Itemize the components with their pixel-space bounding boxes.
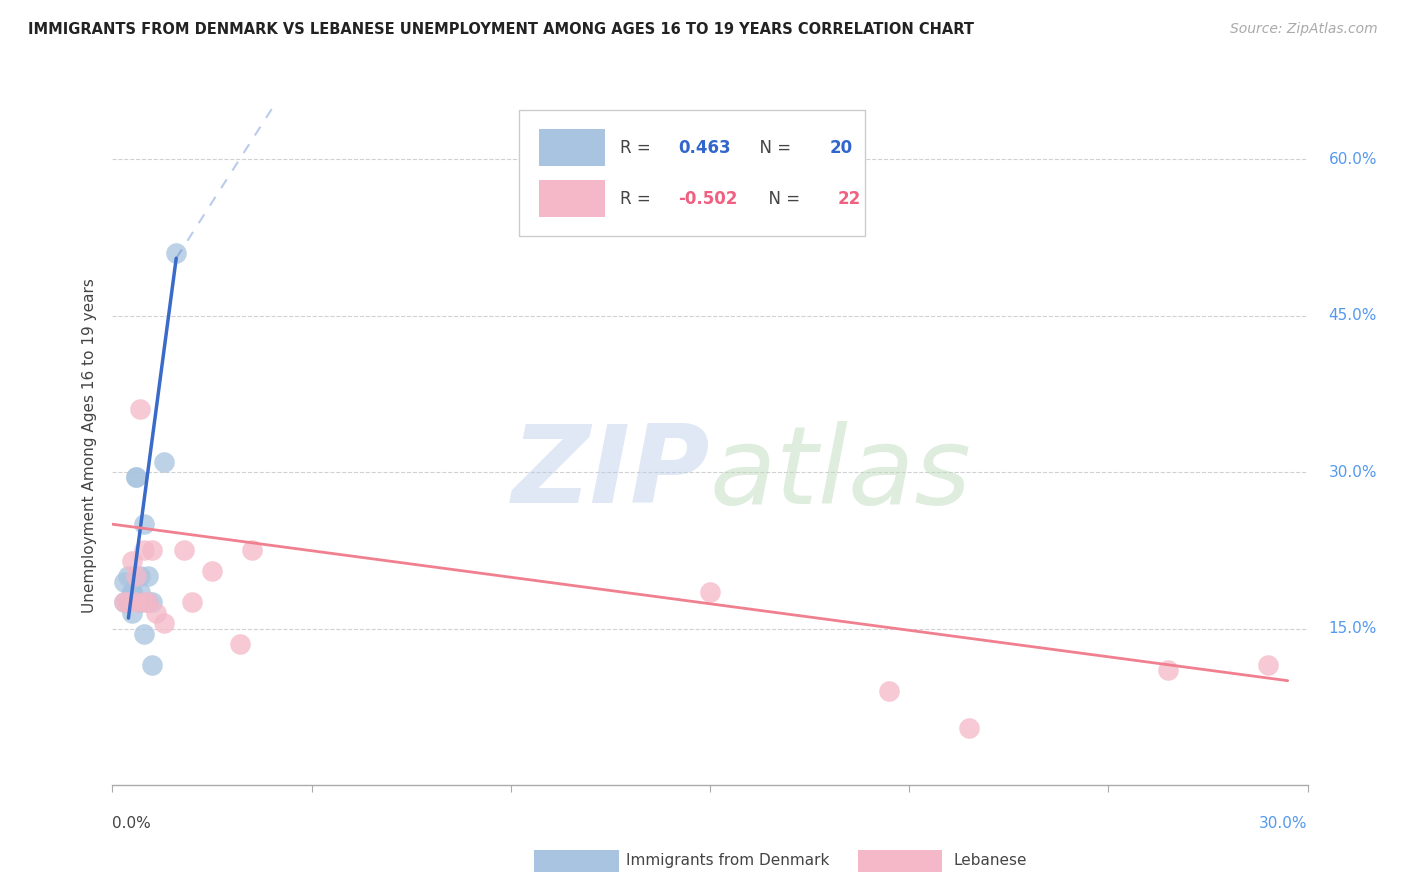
Text: 15.0%: 15.0% [1329,621,1376,636]
Text: ZIP: ZIP [512,420,710,526]
Point [114,574,135,589]
Point [141,543,163,558]
Point [229,637,252,651]
Text: 22: 22 [838,190,860,208]
Point [129,585,152,599]
Text: Lebanese: Lebanese [953,854,1026,868]
Point [125,470,148,484]
FancyBboxPatch shape [538,129,605,166]
Point [117,595,139,609]
Point [240,543,263,558]
Point [121,585,143,599]
Point [173,543,195,558]
Point [125,569,148,583]
Text: 45.0%: 45.0% [1329,308,1376,323]
Point [121,554,143,568]
Point [117,569,139,583]
Point [165,246,187,260]
FancyBboxPatch shape [519,111,865,235]
Point [141,658,163,673]
Point [699,585,721,599]
Point [153,616,176,631]
Point [877,684,900,698]
Point [121,606,143,620]
Point [117,595,139,609]
Point [138,569,160,583]
Text: 30.0%: 30.0% [1329,465,1376,480]
Text: Source: ZipAtlas.com: Source: ZipAtlas.com [1230,22,1378,37]
Text: 30.0%: 30.0% [1260,816,1308,831]
Text: R =: R = [620,190,657,208]
Text: IMMIGRANTS FROM DENMARK VS LEBANESE UNEMPLOYMENT AMONG AGES 16 TO 19 YEARS CORRE: IMMIGRANTS FROM DENMARK VS LEBANESE UNEM… [28,22,974,37]
Point [125,470,148,484]
Point [125,595,148,609]
Point [1257,658,1279,673]
Point [134,626,156,640]
Point [138,595,160,609]
Text: Immigrants from Denmark: Immigrants from Denmark [626,854,830,868]
Point [134,543,156,558]
Point [153,455,176,469]
Point [134,517,156,532]
Text: 0.463: 0.463 [678,139,730,157]
Text: N =: N = [758,190,806,208]
Point [129,569,152,583]
Point [129,595,152,609]
Point [201,564,224,578]
Text: 60.0%: 60.0% [1329,152,1376,167]
Text: atlas: atlas [710,421,972,525]
FancyBboxPatch shape [538,180,605,218]
Text: 0.0%: 0.0% [112,816,152,831]
Point [138,595,160,609]
Text: 20: 20 [830,139,852,157]
Point [114,595,135,609]
Point [145,606,167,620]
Point [181,595,204,609]
Point [134,595,156,609]
Point [1157,663,1180,677]
Text: R =: R = [620,139,657,157]
Point [129,402,152,417]
Text: -0.502: -0.502 [678,190,737,208]
Text: N =: N = [749,139,797,157]
Point [121,585,143,599]
Point [114,595,135,609]
Point [141,595,163,609]
Y-axis label: Unemployment Among Ages 16 to 19 years: Unemployment Among Ages 16 to 19 years [82,278,97,614]
Point [957,721,980,735]
